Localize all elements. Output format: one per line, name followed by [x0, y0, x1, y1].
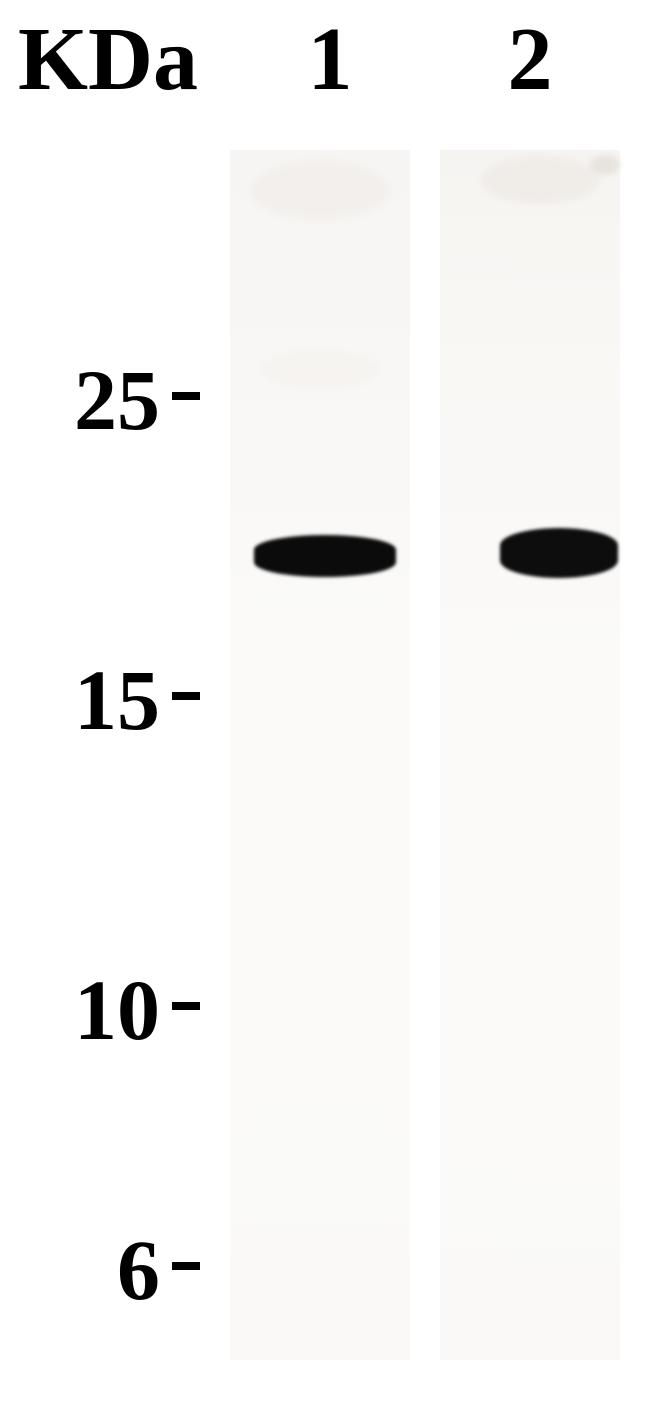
- marker-label-6: 6: [0, 1220, 160, 1320]
- header-row: KDa 1 2: [0, 0, 650, 130]
- marker-tick-25: [172, 392, 200, 400]
- lane1-header-label: 1: [280, 8, 380, 111]
- lane-2: [440, 150, 620, 1360]
- unit-label: KDa: [18, 8, 198, 111]
- marker-column: 25 15 10 6: [0, 130, 220, 1370]
- lane-2-noise-1: [590, 155, 620, 175]
- marker-label-10: 10: [0, 960, 160, 1060]
- lane-1: [230, 150, 410, 1360]
- marker-tick-15: [172, 692, 200, 700]
- lane-1-noise-1: [260, 350, 380, 390]
- lanes-area: [230, 150, 630, 1370]
- lane-2-noise-0: [480, 155, 600, 205]
- lane-2-background: [440, 150, 620, 1360]
- lane-1-noise-0: [250, 160, 390, 220]
- marker-tick-10: [172, 1002, 200, 1010]
- marker-label-25: 25: [0, 350, 160, 450]
- marker-tick-6: [172, 1262, 200, 1270]
- lane-2-band-0: [500, 528, 618, 578]
- marker-label-15: 15: [0, 650, 160, 750]
- lane2-header-label: 2: [480, 8, 580, 111]
- lane-1-band-0: [254, 535, 396, 577]
- lane-1-background: [230, 150, 410, 1360]
